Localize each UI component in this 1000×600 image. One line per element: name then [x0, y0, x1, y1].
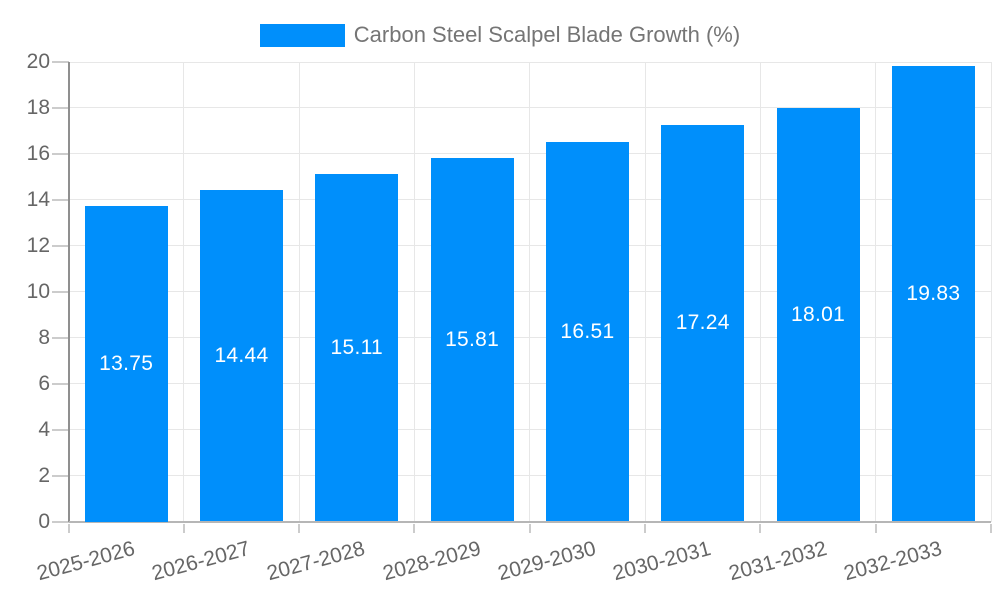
legend-item[interactable]: Carbon Steel Scalpel Blade Growth (%)	[0, 22, 1000, 48]
y-axis-tick-label: 16	[26, 141, 50, 165]
y-axis-tick	[52, 152, 69, 155]
y-axis-tick-label: 18	[26, 95, 50, 119]
y-axis-tick-label: 2	[38, 463, 50, 487]
y-axis-tick	[52, 244, 69, 247]
x-axis-category-label: 2029-2030	[495, 537, 599, 586]
gridline-vertical	[529, 62, 531, 522]
x-axis-category-label: 2027-2028	[264, 537, 368, 586]
y-axis-tick	[52, 520, 69, 523]
y-axis-tick-label: 0	[38, 509, 50, 533]
x-axis-tick	[413, 523, 416, 533]
bar[interactable]	[891, 65, 975, 522]
y-axis-tick	[52, 106, 69, 109]
x-axis-tick	[759, 523, 762, 533]
legend-swatch-icon	[259, 23, 345, 47]
bar[interactable]	[84, 205, 168, 522]
y-axis-tick	[52, 61, 69, 63]
x-axis-category-label: 2025-2026	[34, 537, 138, 586]
y-axis-tick	[52, 474, 69, 477]
y-axis-tick-label: 20	[26, 50, 50, 73]
y-axis-line	[67, 62, 70, 522]
y-axis-tick-label: 14	[26, 187, 50, 211]
gridline-vertical	[644, 62, 646, 522]
y-axis-tick	[52, 336, 69, 339]
y-axis-tick-label: 8	[38, 325, 50, 349]
x-axis-tick	[528, 523, 531, 533]
x-axis-line	[68, 520, 991, 523]
y-axis-tick	[52, 428, 69, 431]
x-axis-tick	[874, 523, 877, 533]
x-axis-category-label: 2026-2027	[149, 537, 253, 586]
y-axis-tick	[52, 198, 69, 201]
legend-label: Carbon Steel Scalpel Blade Growth (%)	[353, 22, 741, 47]
bar[interactable]	[199, 189, 283, 522]
x-axis-category-label: 2032-2033	[841, 537, 945, 586]
gridline-vertical	[298, 62, 300, 522]
x-axis-category-label: 2030-2031	[610, 537, 714, 586]
bar[interactable]	[430, 158, 514, 522]
x-axis-tick	[182, 523, 185, 533]
y-axis-tick	[52, 290, 69, 293]
bar[interactable]	[545, 142, 629, 522]
gridline-vertical	[990, 62, 992, 522]
gridline-vertical	[413, 62, 415, 522]
y-axis-tick-label: 6	[38, 371, 50, 395]
x-axis-tick	[644, 523, 647, 533]
bar[interactable]	[661, 125, 745, 522]
x-axis-category-label: 2031-2032	[726, 537, 829, 586]
y-axis-tick-label: 10	[26, 279, 50, 303]
x-axis-tick	[990, 523, 992, 533]
gridline-vertical	[759, 62, 761, 522]
bar[interactable]	[776, 107, 860, 522]
x-axis-tick	[67, 523, 70, 533]
x-axis-category-label: 2028-2029	[380, 537, 484, 586]
y-axis-tick-label: 4	[38, 417, 50, 441]
bar[interactable]	[315, 174, 399, 522]
gridline-vertical	[875, 62, 877, 522]
x-axis-tick	[298, 523, 301, 533]
y-axis-tick-label: 12	[26, 233, 50, 257]
gridline-vertical	[183, 62, 185, 522]
y-axis-tick	[52, 382, 69, 385]
